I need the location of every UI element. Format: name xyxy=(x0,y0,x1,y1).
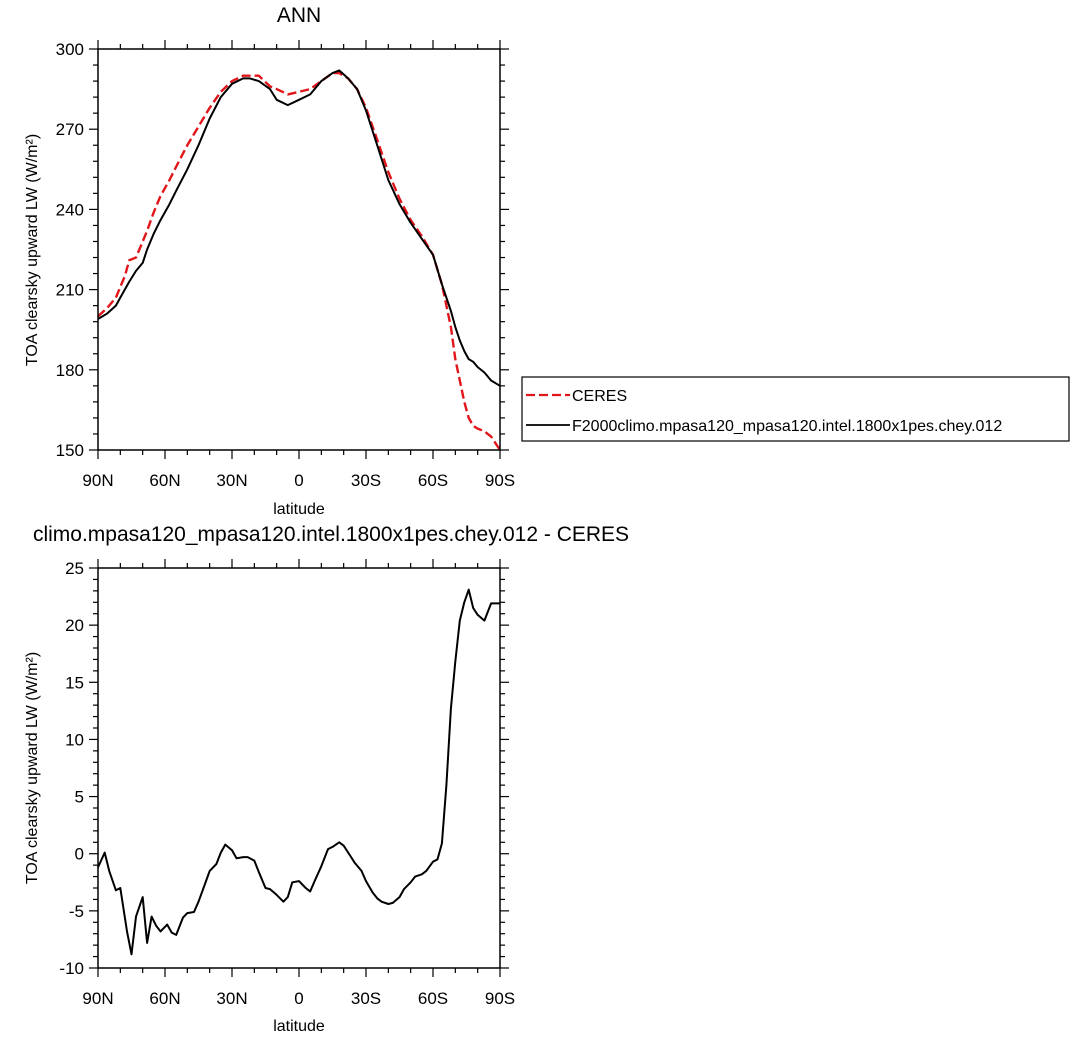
y-tick-label: 150 xyxy=(56,441,84,460)
x-tick-label: 30N xyxy=(216,989,247,1008)
plot-area xyxy=(97,69,501,451)
series-line-ceres xyxy=(97,71,501,451)
x-tick-label: 0 xyxy=(294,471,303,490)
y-tick-label: 25 xyxy=(65,559,84,578)
y-tick-label: 240 xyxy=(56,200,84,219)
tick-marks xyxy=(89,559,509,977)
y-tick-label: 15 xyxy=(65,673,84,692)
legend: CERES F2000climo.mpasa120_mpasa120.intel… xyxy=(521,376,1070,442)
legend-box xyxy=(521,376,1070,442)
y-axis-label: TOA clearsky upward LW (W/m²) xyxy=(24,134,41,366)
x-tick-label: 90N xyxy=(82,471,113,490)
y-tick-label: -10 xyxy=(59,959,84,978)
y-tick-label: 10 xyxy=(65,730,84,749)
legend-label-ceres: CERES xyxy=(572,388,627,405)
x-tick-label: 90N xyxy=(82,989,113,1008)
plot-area xyxy=(97,588,500,956)
y-tick-labels: 150 180 210 240 270 300 xyxy=(56,40,84,460)
y-tick-label: 0 xyxy=(75,845,84,864)
legend-label-model: F2000climo.mpasa120_mpasa120.intel.1800x… xyxy=(572,418,1002,435)
chart-title: climo.mpasa120_mpasa120.intel.1800x1pes.… xyxy=(33,523,629,546)
x-axis-label: latitude xyxy=(273,501,325,518)
x-tick-label: 60N xyxy=(149,989,180,1008)
chart-title: ANN xyxy=(277,4,321,27)
y-tick-label: 210 xyxy=(56,281,84,300)
x-tick-label: 30N xyxy=(216,471,247,490)
x-tick-label: 30S xyxy=(351,471,381,490)
x-tick-label: 0 xyxy=(294,989,303,1008)
series-line-model xyxy=(97,69,501,387)
x-tick-labels: 90N 60N 30N 0 30S 60S 90S xyxy=(82,989,515,1008)
x-tick-label: 60N xyxy=(149,471,180,490)
tick-marks xyxy=(89,40,509,459)
x-axis-label: latitude xyxy=(273,1018,325,1035)
y-tick-labels: -10 -5 0 5 10 15 20 25 xyxy=(59,559,84,978)
x-tick-labels: 90N 60N 30N 0 30S 60S 90S xyxy=(82,471,515,490)
plot-frame xyxy=(97,567,501,969)
y-axis-label: TOA clearsky upward LW (W/m²) xyxy=(24,652,41,884)
y-tick-label: 300 xyxy=(56,40,84,59)
x-tick-label: 60S xyxy=(418,471,448,490)
y-tick-label: 180 xyxy=(56,361,84,380)
plot-frame xyxy=(97,48,501,451)
y-tick-label: -5 xyxy=(69,902,84,921)
x-tick-label: 60S xyxy=(418,989,448,1008)
x-tick-label: 30S xyxy=(351,989,381,1008)
x-tick-label: 90S xyxy=(485,989,515,1008)
y-tick-label: 20 xyxy=(65,616,84,635)
series-line-model xyxy=(97,588,500,956)
y-tick-label: 270 xyxy=(56,120,84,139)
chart-difference: climo.mpasa120_mpasa120.intel.1800x1pes.… xyxy=(24,523,629,1035)
y-tick-label: 5 xyxy=(75,788,84,807)
x-tick-label: 90S xyxy=(485,471,515,490)
